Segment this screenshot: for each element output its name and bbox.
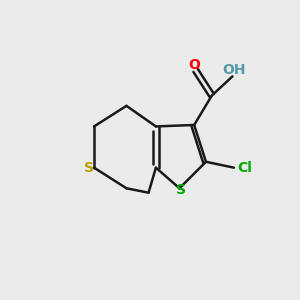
Text: S: S xyxy=(176,183,186,197)
Text: OH: OH xyxy=(222,64,246,77)
Text: O: O xyxy=(188,58,200,72)
Text: Cl: Cl xyxy=(238,161,253,175)
Text: S: S xyxy=(84,161,94,175)
